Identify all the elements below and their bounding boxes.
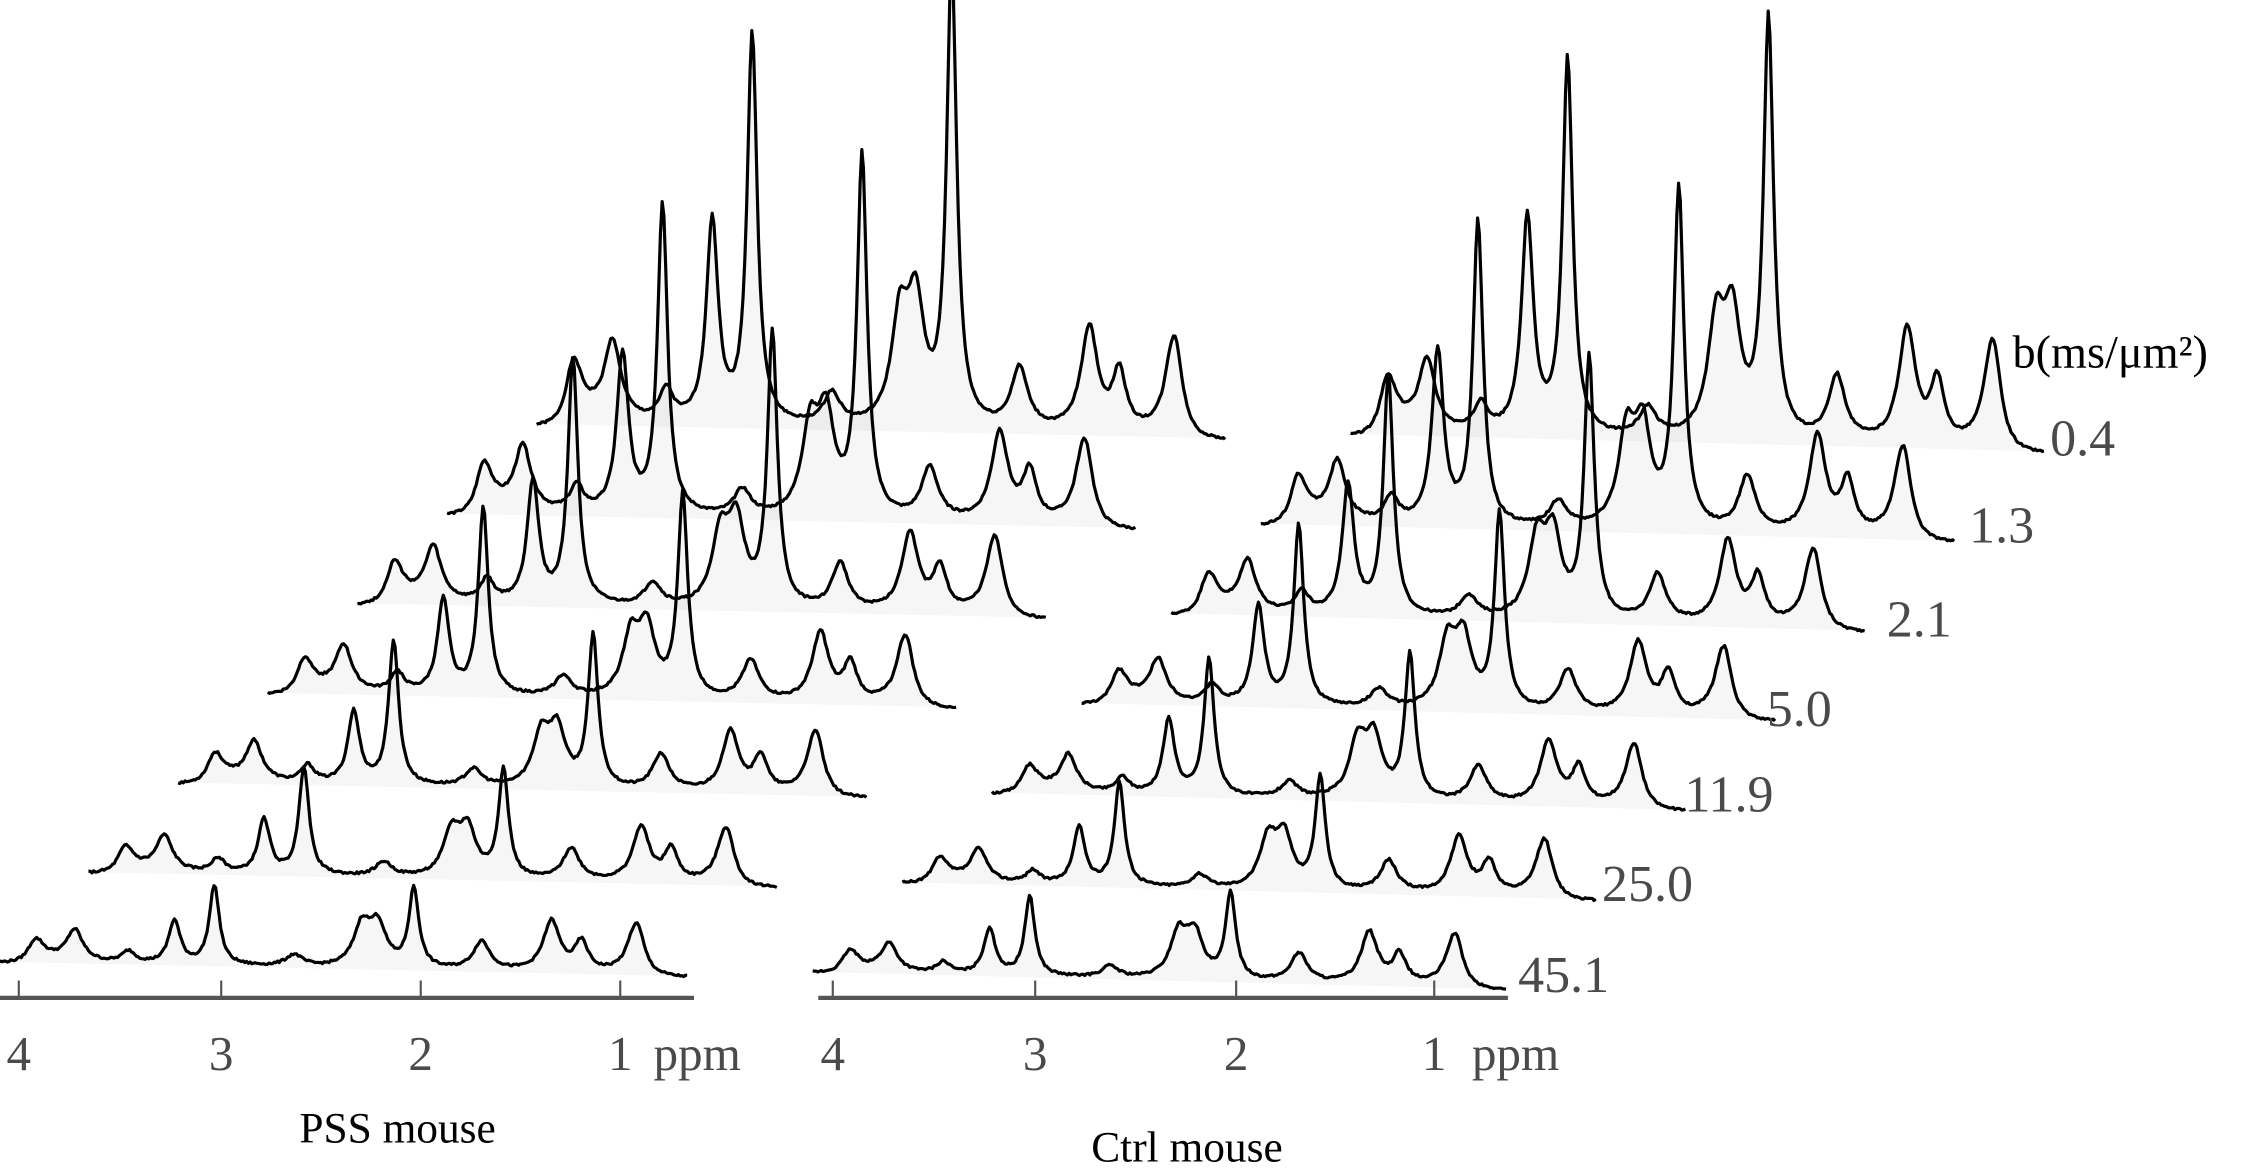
ctrl-traces xyxy=(812,9,2045,991)
ctrl-spectrum-trace-b-45.1 xyxy=(812,888,1507,991)
ctrl-panel-title: Ctrl mouse xyxy=(1091,1123,1283,1171)
pss-unit-label: ppm xyxy=(653,1026,740,1081)
b-value-label: 11.9 xyxy=(1684,766,1773,823)
b-value-label: 5.0 xyxy=(1767,681,1832,738)
ctrl-spectrum-trace-b-25.0 xyxy=(901,771,1597,903)
ctrl-unit-label: ppm xyxy=(1472,1026,1559,1081)
pss-spectrum-trace-b-5.0 xyxy=(266,488,957,710)
ctrl-spectrum-trace-b-11.9 xyxy=(990,648,1687,812)
ctrl-tick-label: 2 xyxy=(1224,1026,1249,1081)
pss-spectrum-fill-b-45.1 xyxy=(0,885,687,976)
pss-spectrum-trace-b-0.4 xyxy=(535,0,1227,441)
ctrl-x-axis: 4 3 2 1 ppm xyxy=(818,980,1559,1081)
pss-panel-title: PSS mouse xyxy=(299,1104,495,1152)
b-value-label: 1.3 xyxy=(1969,497,2034,554)
b-value-labels: 0.4 1.3 2.1 5.0 11.9 25.0 45.1 xyxy=(1518,411,2115,1004)
b-value-label: 45.1 xyxy=(1518,947,1609,1004)
pss-tick-label: 4 xyxy=(7,1026,32,1081)
b-value-legend-title: b(ms/μm²) xyxy=(2013,328,2208,379)
pss-spectrum-trace-b-45.1 xyxy=(0,883,688,979)
ctrl-spectrum-trace-b-0.4 xyxy=(1350,9,2045,453)
ctrl-spectrum-fill-b-45.1 xyxy=(813,890,1506,989)
ctrl-spectrum-trace-b-2.1 xyxy=(1170,350,1866,633)
pss-x-axis: 4 3 2 1 ppm xyxy=(0,980,741,1081)
pss-spectrum-trace-b-2.1 xyxy=(357,326,1047,620)
b-value-label: 25.0 xyxy=(1602,856,1693,913)
b-value-label: 0.4 xyxy=(2050,411,2115,468)
ctrl-spectrum-trace-b-1.3 xyxy=(1260,181,1956,543)
ctrl-tick-label: 4 xyxy=(820,1026,845,1081)
ctrl-spectrum-trace-b-5.0 xyxy=(1081,507,1777,723)
pss-traces xyxy=(0,0,1227,979)
b-value-label: 2.1 xyxy=(1887,591,1952,648)
pss-spectrum-trace-b-1.3 xyxy=(446,148,1137,531)
pss-spectrum-trace-b-11.9 xyxy=(177,629,868,799)
ctrl-spectrum-fill-b-0.4 xyxy=(1351,11,2044,451)
pss-tick-label: 1 xyxy=(608,1026,633,1081)
pss-tick-label: 2 xyxy=(408,1026,433,1081)
ctrl-spectrum-fill-b-1.3 xyxy=(1261,183,1954,541)
ctrl-tick-label: 3 xyxy=(1023,1026,1048,1081)
pss-tick-label: 3 xyxy=(209,1026,234,1081)
pss-spectrum-trace-b-25.0 xyxy=(88,764,778,889)
ctrl-tick-label: 1 xyxy=(1422,1026,1447,1081)
